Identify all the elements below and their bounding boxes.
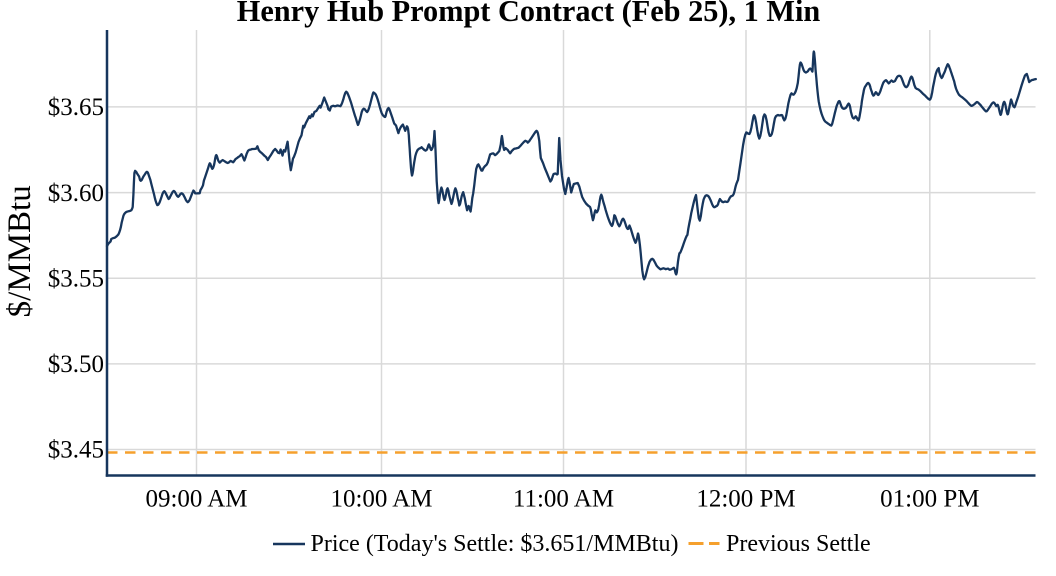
svg-text:10:00 AM: 10:00 AM: [330, 485, 432, 512]
svg-text:12:00 PM: 12:00 PM: [696, 485, 795, 512]
svg-text:Previous Settle: Previous Settle: [726, 531, 871, 557]
svg-text:Price (Today's Settle: $3.651/: Price (Today's Settle: $3.651/MMBtu): [311, 531, 679, 557]
svg-text:01:00 PM: 01:00 PM: [880, 485, 979, 512]
svg-text:$3.65: $3.65: [48, 94, 104, 121]
svg-text:$3.60: $3.60: [48, 180, 104, 207]
svg-text:Henry Hub Prompt Contract (Feb: Henry Hub Prompt Contract (Feb 25), 1 Mi…: [237, 0, 821, 28]
svg-text:$/MMBtu: $/MMBtu: [2, 185, 38, 317]
svg-text:$3.55: $3.55: [48, 265, 104, 292]
svg-text:11:00 AM: 11:00 AM: [513, 485, 614, 512]
svg-text:$3.45: $3.45: [48, 437, 104, 464]
svg-text:$3.50: $3.50: [48, 351, 104, 378]
svg-text:09:00 AM: 09:00 AM: [145, 485, 247, 512]
